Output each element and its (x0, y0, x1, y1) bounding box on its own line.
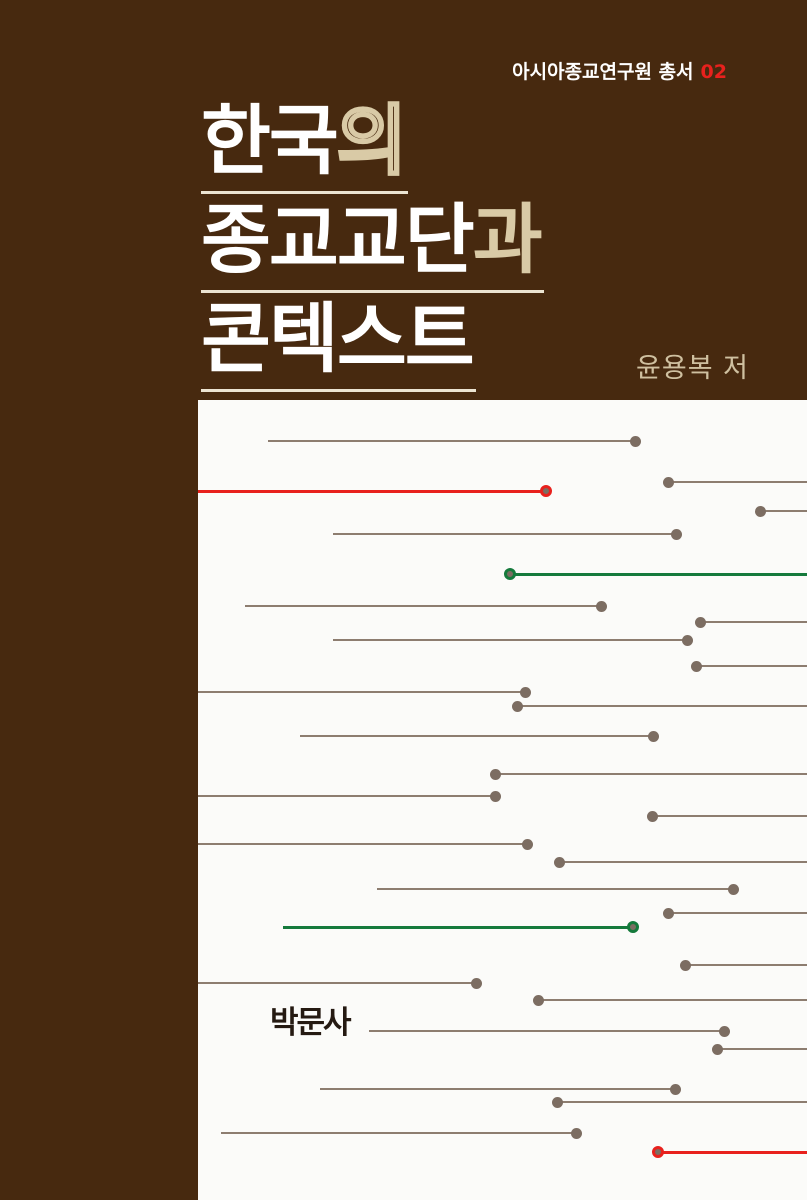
decor-line (245, 605, 601, 607)
author-name: 윤용복 저 (636, 353, 749, 384)
publisher-logo: 박문사 (270, 1005, 352, 1041)
line-endpoint-dot (680, 960, 691, 971)
decor-line (333, 639, 687, 641)
title-line-2: 종교교단과 (201, 199, 544, 293)
decor-line (300, 735, 653, 737)
line-endpoint-dot (652, 1146, 664, 1158)
decor-line (559, 861, 807, 863)
series-label: 아시아종교연구원 총서 02 (512, 57, 727, 84)
decor-line (538, 999, 807, 1001)
decor-line (268, 440, 635, 442)
decor-line (700, 621, 807, 623)
title-segment: 한국 (201, 96, 339, 185)
book-title: 한국의 종교교단과 콘텍스트 (201, 98, 544, 397)
decor-line (668, 481, 807, 483)
line-endpoint-dot (695, 617, 706, 628)
title-segment: 종교교단 (201, 195, 475, 284)
line-endpoint-dot (554, 857, 565, 868)
line-endpoint-dot (663, 908, 674, 919)
decor-line (283, 925, 633, 929)
line-endpoint-dot (648, 731, 659, 742)
decor-line (369, 1030, 724, 1032)
decor-line (333, 533, 676, 535)
title-underline: 한국의 (201, 98, 408, 194)
line-endpoint-dot (471, 978, 482, 989)
line-endpoint-dot (671, 529, 682, 540)
line-endpoint-dot (691, 661, 702, 672)
decor-line (198, 982, 476, 984)
line-endpoint-dot (540, 485, 552, 497)
series-number: 02 (700, 61, 727, 83)
line-endpoint-dot (663, 477, 674, 488)
title-segment: 콘텍스트 (201, 294, 475, 383)
decor-line (557, 1101, 807, 1103)
decor-line (198, 489, 546, 493)
decor-line (668, 912, 807, 914)
line-endpoint-dot (712, 1044, 723, 1055)
line-endpoint-dot (512, 701, 523, 712)
decor-line (658, 1150, 807, 1154)
title-underline: 종교교단과 (201, 199, 544, 293)
decor-line (510, 572, 807, 576)
line-endpoint-dot (533, 995, 544, 1006)
line-endpoint-dot (490, 769, 501, 780)
decorative-panel: 박문사 (198, 400, 807, 1200)
series-label-text: 아시아종교연구원 총서 (512, 61, 694, 83)
line-endpoint-dot (520, 687, 531, 698)
title-line-1: 한국의 (201, 98, 544, 194)
line-endpoint-dot (571, 1128, 582, 1139)
line-endpoint-dot (728, 884, 739, 895)
line-endpoint-dot (522, 839, 533, 850)
decor-line (320, 1088, 675, 1090)
decor-line (652, 815, 807, 817)
title-line-3: 콘텍스트 (201, 298, 544, 392)
line-endpoint-dot (552, 1097, 563, 1108)
line-endpoint-dot (647, 811, 658, 822)
decor-line (198, 691, 525, 693)
decor-line (221, 1132, 576, 1134)
line-endpoint-dot (627, 921, 639, 933)
decor-line (377, 888, 733, 890)
line-endpoint-dot (719, 1026, 730, 1037)
title-segment: 과 (472, 195, 543, 284)
line-endpoint-dot (504, 568, 516, 580)
decor-line (495, 773, 807, 775)
decor-line (760, 510, 807, 512)
line-endpoint-dot (490, 791, 501, 802)
line-endpoint-dot (755, 506, 766, 517)
decor-line (517, 705, 807, 707)
line-endpoint-dot (596, 601, 607, 612)
decor-line (696, 665, 807, 667)
decor-line (685, 964, 807, 966)
decor-line (717, 1048, 807, 1050)
line-endpoint-dot (682, 635, 693, 646)
line-endpoint-dot (670, 1084, 681, 1095)
title-segment: 의 (335, 96, 408, 185)
line-endpoint-dot (630, 436, 641, 447)
decor-line (198, 843, 527, 845)
title-underline: 콘텍스트 (201, 298, 476, 392)
decor-line (198, 795, 495, 797)
